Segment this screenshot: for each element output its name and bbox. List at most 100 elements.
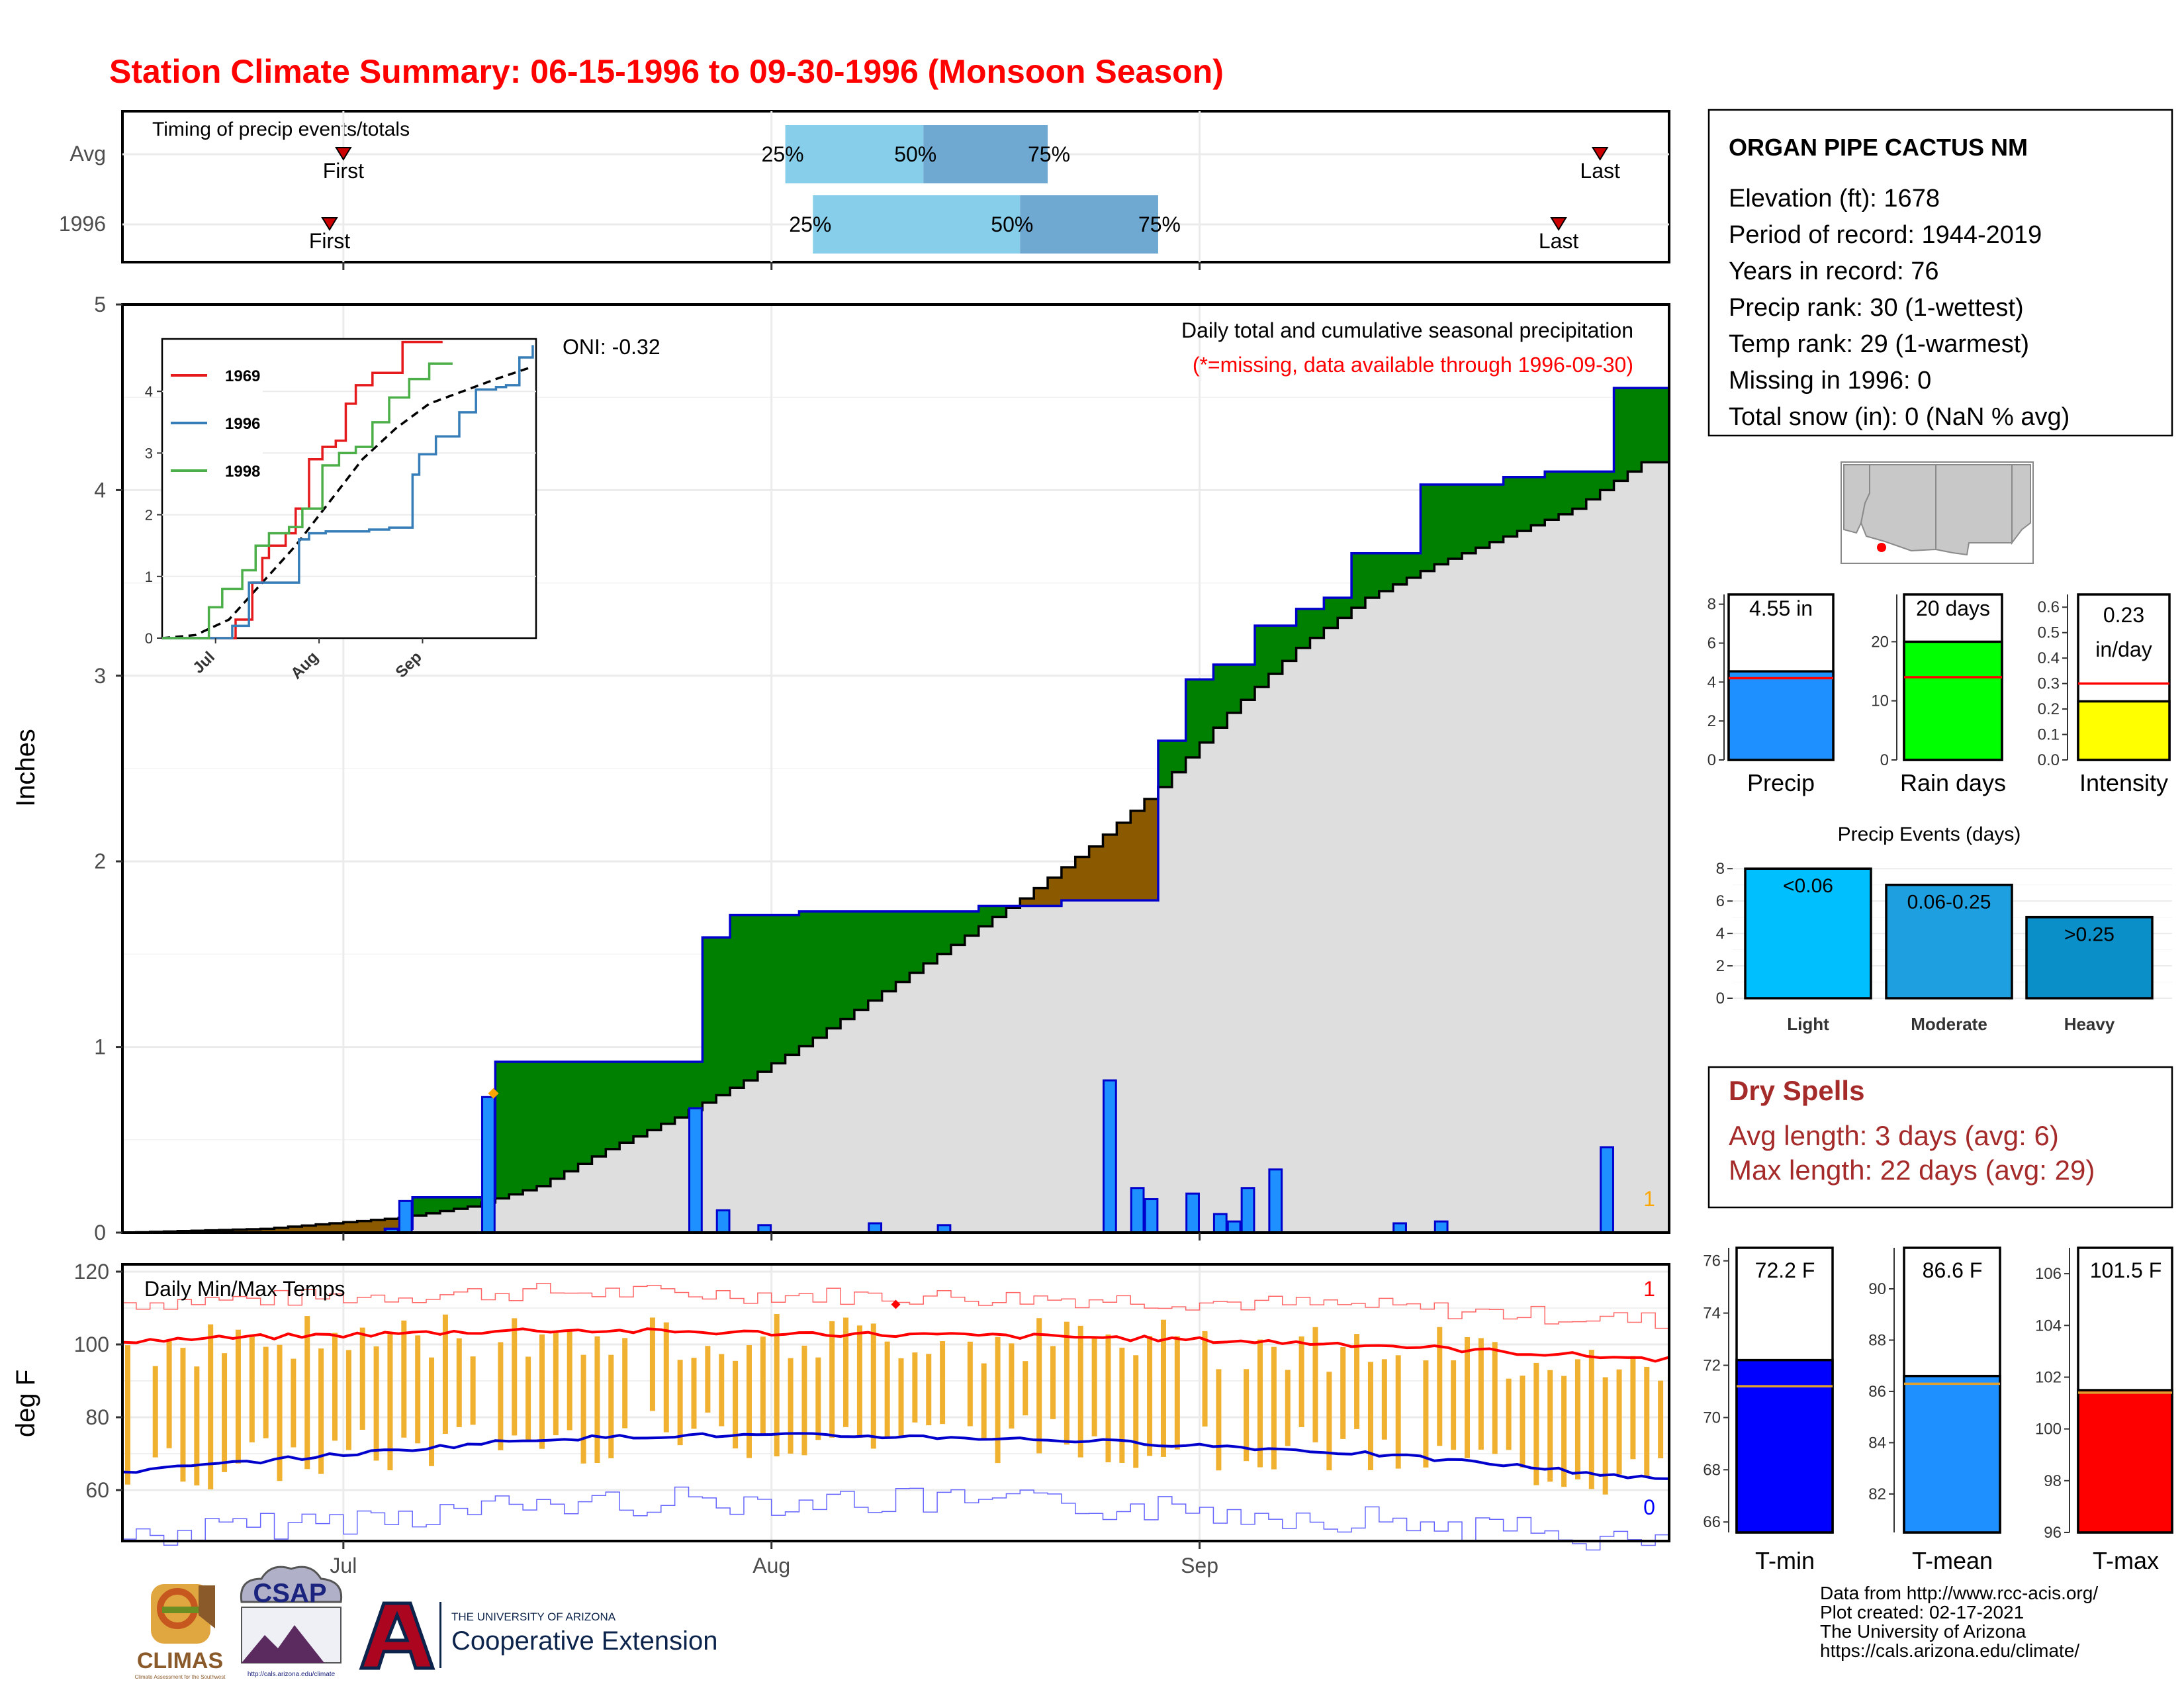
deficit-area <box>246 1229 261 1233</box>
temp-label: Daily Min/Max Temps <box>144 1277 345 1301</box>
record-marker <box>891 1299 901 1309</box>
daily-temp-bar <box>1285 1370 1291 1446</box>
dry-spells-max: Max length: 22 days (avg: 29) <box>1729 1154 2095 1186</box>
station-info-line: Total snow (in): 0 (NaN % avg) <box>1729 403 2070 431</box>
station-info-line: Years in record: 76 <box>1729 258 1939 285</box>
daily-temp-bar <box>359 1327 365 1430</box>
temp-y-tick-label: 120 <box>74 1260 109 1284</box>
daily-temp-bar <box>1658 1380 1664 1458</box>
surplus-area <box>1351 553 1366 608</box>
daily-temp-bar <box>125 1345 130 1485</box>
timing-label: Timing of precip events/totals <box>152 118 410 140</box>
precip-value: 4.55 in <box>1749 596 1813 620</box>
csap-logo: CSAP http://cals.arizona.edu/climate <box>240 1566 343 1678</box>
timing-last-label: Last <box>1580 159 1620 183</box>
timing-first-label: First <box>323 159 364 183</box>
daily-temp-bar <box>1588 1350 1594 1489</box>
daily-precip-bar <box>1212 1213 1228 1234</box>
precip-y-label: Inches <box>11 729 40 807</box>
tmax-tick-label: 96 <box>2044 1524 2062 1542</box>
oni-label: ONI: -0.32 <box>563 335 660 359</box>
surplus-area <box>757 915 772 1072</box>
locator-map <box>1841 461 2034 564</box>
daily-temp-bar <box>884 1341 890 1438</box>
surplus-area <box>868 911 883 1001</box>
precip-bar <box>1727 670 1835 761</box>
ua-line1: THE UNIVERSITY OF ARIZONA <box>451 1611 616 1623</box>
csap-url: http://cals.arizona.edu/climate <box>248 1671 336 1678</box>
x-tick-label: Sep <box>1181 1554 1218 1577</box>
daily-temp-bar <box>760 1336 766 1434</box>
tmin-tick-label: 72 <box>1703 1357 1721 1375</box>
ua-logo: THE UNIVERSITY OF ARIZONA Cooperative Ex… <box>359 1601 717 1670</box>
events-bar-heavy <box>2025 915 2154 1000</box>
surplus-area <box>1227 664 1242 713</box>
daily-temp-bar <box>1036 1318 1042 1454</box>
daily-temp-bar <box>801 1345 807 1456</box>
daily-temp-bar <box>677 1360 683 1446</box>
deficit-area <box>1144 798 1159 901</box>
tmax-tick-label: 104 <box>2035 1317 2062 1335</box>
daily-temp-bar <box>345 1350 351 1450</box>
timing-q25-label: 25% <box>789 212 831 236</box>
raindays-tick-label: 10 <box>1871 692 1889 710</box>
daily-temp-bar <box>512 1318 518 1436</box>
daily-temp-bar <box>1050 1346 1056 1419</box>
deficit-area <box>316 1224 330 1233</box>
surplus-area <box>439 1197 455 1211</box>
daily-temp-bar <box>1271 1346 1277 1470</box>
events-bar-label: >0.25 <box>2064 924 2115 946</box>
events-category-label: Moderate <box>1911 1014 1987 1034</box>
daily-temp-bar <box>1465 1336 1471 1458</box>
daily-temp-bar <box>1574 1359 1580 1479</box>
daily-temp-bar <box>1174 1336 1180 1450</box>
daily-temp-bar <box>788 1358 794 1454</box>
precip-tick-label: 4 <box>1707 673 1716 691</box>
daily-temp-bar <box>470 1356 476 1425</box>
deficit-area <box>1020 898 1034 906</box>
daily-temp-bar <box>746 1345 752 1458</box>
daily-temp-bar <box>912 1352 918 1423</box>
surplus-area <box>426 1197 441 1213</box>
daily-precip-bar <box>1226 1220 1242 1234</box>
surplus-area <box>453 1197 469 1209</box>
surplus-area <box>827 911 841 1029</box>
surplus-area <box>992 906 1007 917</box>
surplus-area <box>1158 740 1173 788</box>
surplus-area <box>536 1062 551 1186</box>
surplus-area <box>978 906 993 927</box>
daily-temp-bar <box>1023 1361 1028 1416</box>
daily-temp-bar <box>926 1354 932 1426</box>
deficit-area <box>232 1229 248 1233</box>
surplus-area <box>1586 471 1601 500</box>
tmin-tick-label: 70 <box>1703 1409 1721 1427</box>
inset-series-1996 <box>162 345 534 639</box>
surplus-area <box>1310 608 1325 638</box>
daily-precip-bar <box>688 1107 703 1234</box>
daily-temp-bar <box>1506 1378 1512 1450</box>
record-low-line <box>122 1486 1669 1551</box>
missing-count: 1 <box>1643 1187 1655 1211</box>
station-info-line: Elevation (ft): 1678 <box>1729 185 1940 212</box>
climas-logo: CLIMAS Climate Assessment for the Southw… <box>135 1584 226 1680</box>
surplus-area <box>1171 740 1187 773</box>
daily-temp-bar <box>567 1329 572 1430</box>
surplus-area <box>1268 626 1283 674</box>
intensity-bar <box>2077 700 2171 761</box>
surplus-area <box>1559 471 1573 514</box>
tmean-value: 86.6 F <box>1923 1258 1983 1282</box>
deficit-area <box>329 1223 344 1233</box>
surplus-area <box>550 1062 565 1179</box>
missing-note: (*=missing, data available through 1996-… <box>1193 353 1633 377</box>
surplus-area <box>467 1197 482 1207</box>
surplus-area <box>1572 471 1587 509</box>
timing-last-marker <box>1591 147 1609 161</box>
timing-row-avg-label: Avg <box>69 142 106 165</box>
surplus-area <box>688 1062 704 1110</box>
daily-temp-bar <box>1202 1331 1208 1427</box>
daily-precip-bar <box>1144 1198 1159 1234</box>
events-category-label: Heavy <box>2064 1014 2115 1034</box>
timing-bar-q50-q75 <box>923 125 1048 183</box>
daily-precip-bar <box>398 1199 413 1234</box>
